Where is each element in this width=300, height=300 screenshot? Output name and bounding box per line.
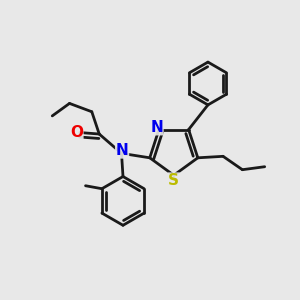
Text: O: O — [70, 125, 83, 140]
Text: N: N — [116, 143, 128, 158]
Text: S: S — [168, 173, 179, 188]
Text: N: N — [150, 120, 163, 135]
